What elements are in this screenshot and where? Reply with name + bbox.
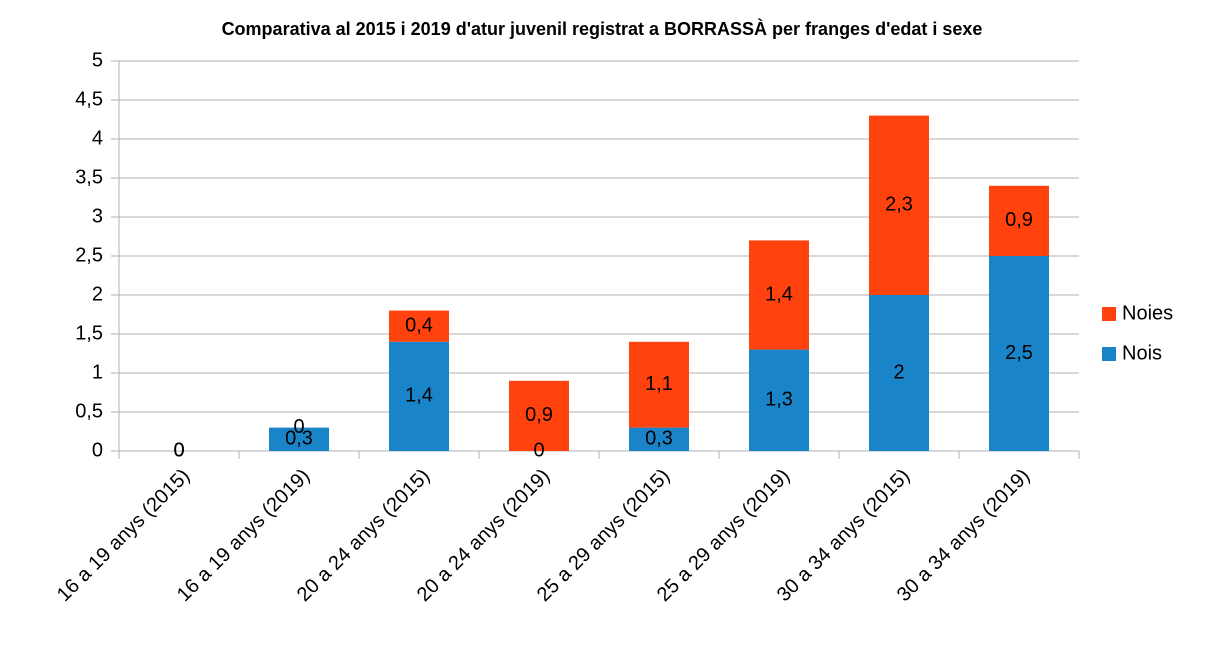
value-label: 1,4	[765, 283, 793, 305]
bar-segment	[989, 185, 1049, 256]
value-label: 1,4	[405, 385, 433, 407]
legend-label: Nois	[1122, 342, 1162, 364]
x-tick-label: 20 a 24 anys (2015)	[293, 465, 434, 606]
bar-segment	[989, 256, 1049, 451]
y-tick-label: 0,5	[75, 400, 103, 422]
x-tick-label: 30 a 34 anys (2015)	[773, 465, 914, 606]
bar-segment	[509, 380, 569, 451]
value-label: 1,1	[645, 373, 673, 395]
value-label: 0	[173, 439, 184, 461]
value-label: 0,3	[645, 428, 673, 450]
value-label: 0	[293, 416, 304, 438]
y-tick-label: 4,5	[75, 88, 103, 110]
value-label: 0,4	[405, 314, 433, 336]
value-label: 0,9	[1005, 209, 1033, 231]
x-tick-label: 20 a 24 anys (2019)	[413, 465, 554, 606]
legend-swatch	[1102, 307, 1116, 321]
value-label: 0,3	[285, 428, 313, 450]
y-tick-label: 3,5	[75, 166, 103, 188]
y-tick-label: 3	[92, 205, 103, 227]
x-tick-label: 25 a 29 anys (2015)	[533, 465, 674, 606]
value-label: 0	[533, 439, 544, 461]
y-tick-label: 4	[92, 127, 103, 149]
value-label: 1,3	[765, 389, 793, 411]
value-label: 0,9	[525, 404, 553, 426]
y-tick-label: 0	[92, 439, 103, 461]
bar-segment	[749, 349, 809, 451]
legend-label: Noies	[1122, 302, 1173, 324]
value-label: 2,3	[885, 194, 913, 216]
value-label: 2	[893, 361, 904, 383]
bar-segment	[749, 240, 809, 350]
x-tick-label: 25 a 29 anys (2019)	[653, 465, 794, 606]
y-tick-label: 2	[92, 283, 103, 305]
legend-swatch	[1102, 347, 1116, 361]
value-label: 0	[173, 439, 184, 461]
bar-segment	[869, 115, 929, 295]
bar-segment	[389, 310, 449, 342]
y-tick-label: 5	[92, 49, 103, 71]
bar-segment	[869, 295, 929, 451]
chart-title: Comparativa al 2015 i 2019 d'atur juveni…	[222, 18, 983, 39]
bar-segment	[389, 341, 449, 451]
value-label: 2,5	[1005, 342, 1033, 364]
bar-segment	[629, 427, 689, 451]
x-tick-label: 16 a 19 anys (2019)	[173, 465, 314, 606]
y-tick-label: 1	[92, 361, 103, 383]
y-tick-label: 2,5	[75, 244, 103, 266]
y-tick-label: 1,5	[75, 322, 103, 344]
x-tick-label: 30 a 34 anys (2019)	[893, 465, 1034, 606]
x-tick-label: 16 a 19 anys (2015)	[53, 465, 194, 606]
bar-segment	[629, 341, 689, 428]
bar-segment	[269, 427, 329, 451]
